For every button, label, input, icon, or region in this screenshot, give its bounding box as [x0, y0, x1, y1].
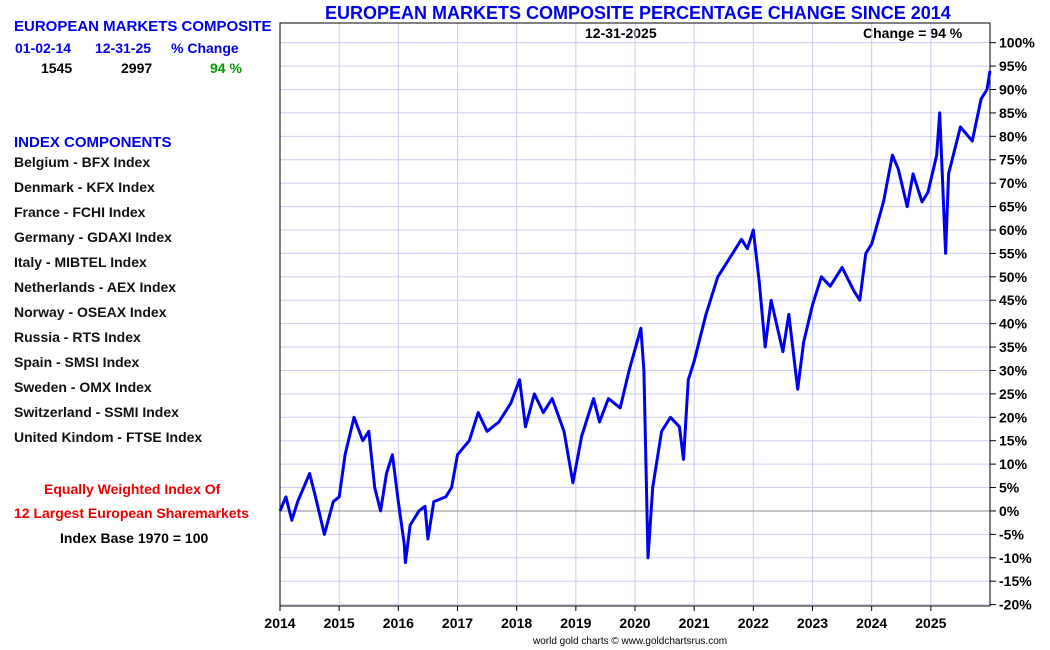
y-tick-label: 45% — [999, 292, 1028, 308]
note-base: Index Base 1970 = 100 — [60, 530, 209, 546]
y-tick-label: 55% — [999, 245, 1028, 261]
y-tick-label: 10% — [999, 456, 1028, 472]
y-tick-label: 65% — [999, 199, 1028, 215]
x-tick-label: 2014 — [264, 615, 295, 631]
y-tick-label: 15% — [999, 433, 1028, 449]
end-date-header: 12-31-25 — [95, 40, 152, 56]
y-tick-label: -20% — [999, 597, 1032, 613]
y-tick-label: 70% — [999, 175, 1028, 191]
chart-title: EUROPEAN MARKETS COMPOSITE PERCENTAGE CH… — [325, 3, 951, 23]
y-tick-label: 60% — [999, 222, 1028, 238]
sidebar-title: EUROPEAN MARKETS COMPOSITE — [14, 18, 272, 35]
component-item: Spain - SMSI Index — [14, 354, 140, 370]
footer-credit: world gold charts © www.goldchartsrus.co… — [533, 636, 728, 647]
y-tick-label: 90% — [999, 81, 1028, 97]
x-tick-label: 2021 — [679, 615, 710, 631]
y-tick-label: 75% — [999, 152, 1028, 168]
component-item: Netherlands - AEX Index — [14, 279, 177, 295]
component-item: Russia - RTS Index — [14, 329, 141, 345]
y-tick-label: -10% — [999, 550, 1032, 566]
change-label: Change = 94 % — [863, 25, 963, 41]
series-line — [278, 70, 992, 564]
x-tick-label: 2023 — [797, 615, 828, 631]
x-tick-label: 2025 — [915, 615, 946, 631]
y-tick-label: 20% — [999, 409, 1028, 425]
component-item: Sweden - OMX Index — [14, 379, 152, 395]
note-weighted: Equally Weighted Index Of — [44, 481, 221, 497]
component-item: France - FCHI Index — [14, 204, 146, 220]
change-header: % Change — [171, 40, 239, 56]
x-tick-label: 2019 — [560, 615, 591, 631]
y-tick-label: -15% — [999, 573, 1032, 589]
y-tick-label: 40% — [999, 316, 1028, 332]
x-tick-label: 2020 — [619, 615, 650, 631]
note-markets: 12 Largest European Sharemarkets — [14, 505, 249, 521]
component-item: Italy - MIBTEL Index — [14, 254, 147, 270]
x-tick-label: 2018 — [501, 615, 532, 631]
y-tick-label: 50% — [999, 269, 1028, 285]
component-item: Denmark - KFX Index — [14, 179, 155, 195]
change-value: 94 % — [210, 60, 242, 76]
component-item: Belgium - BFX Index — [14, 154, 151, 170]
date-label: 12-31-2025 — [585, 25, 657, 41]
component-item: Germany - GDAXI Index — [14, 229, 172, 245]
plot-frame — [279, 22, 991, 607]
start-value: 1545 — [41, 60, 73, 76]
y-tick-label: 25% — [999, 386, 1028, 402]
y-tick-label: 80% — [999, 128, 1028, 144]
end-value: 2997 — [121, 60, 153, 76]
component-item: Switzerland - SSMI Index — [14, 404, 179, 420]
y-tick-label: 85% — [999, 105, 1028, 121]
y-tick-label: 0% — [999, 503, 1020, 519]
component-item: Norway - OSEAX Index — [14, 304, 167, 320]
component-item: United Kindom - FTSE Index — [14, 429, 203, 445]
x-tick-label: 2024 — [856, 615, 887, 631]
y-tick-label: 100% — [999, 35, 1035, 51]
x-tick-label: 2022 — [738, 615, 769, 631]
x-tick-label: 2015 — [324, 615, 355, 631]
y-tick-label: -5% — [999, 526, 1024, 542]
y-tick-label: 5% — [999, 480, 1020, 496]
x-tick-label: 2016 — [383, 615, 414, 631]
y-tick-label: 30% — [999, 362, 1028, 378]
components-title: INDEX COMPONENTS — [14, 134, 172, 151]
x-tick-label: 2017 — [442, 615, 473, 631]
y-tick-label: 35% — [999, 339, 1028, 355]
start-date-header: 01-02-14 — [15, 40, 72, 56]
y-tick-label: 95% — [999, 58, 1028, 74]
